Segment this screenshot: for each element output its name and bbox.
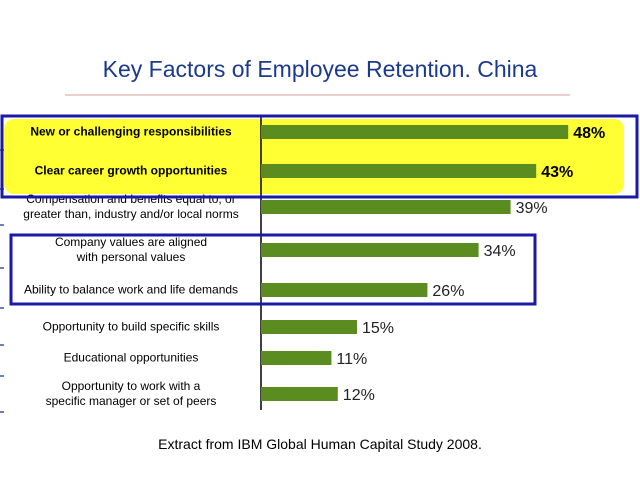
bar [261,164,537,178]
box [9,233,537,306]
category-label: New or challenging responsibilities [30,124,232,139]
value-label: 34% [483,243,516,260]
value-label: 15% [362,320,395,337]
value-label: 48% [573,125,606,142]
value-label: 12% [342,387,375,404]
value-label: 43% [541,164,574,181]
bar [261,125,569,139]
bar [261,387,338,401]
category-label: Ability to balance work and life demands [23,282,239,297]
category-label: Clear career growth opportunities [34,163,228,178]
value-label: 39% [515,200,548,217]
source-note: Extract from IBM Global Human Capital St… [158,436,482,452]
value-label: 11% [336,351,368,368]
category-label: Opportunity to work with a specific mana… [45,379,217,408]
box [0,114,639,199]
category-label: Opportunity to build specific skills [42,319,220,334]
chart-title: Key Factors of Employee Retention. China [102,56,538,82]
bar [261,351,332,365]
category-label: Educational opportunities [63,350,199,365]
bar [261,320,357,334]
bar [261,283,428,297]
bar [261,200,511,214]
category-label: Company values are aligned with personal… [54,235,208,264]
bar [261,243,479,257]
value-label: 26% [432,283,465,300]
